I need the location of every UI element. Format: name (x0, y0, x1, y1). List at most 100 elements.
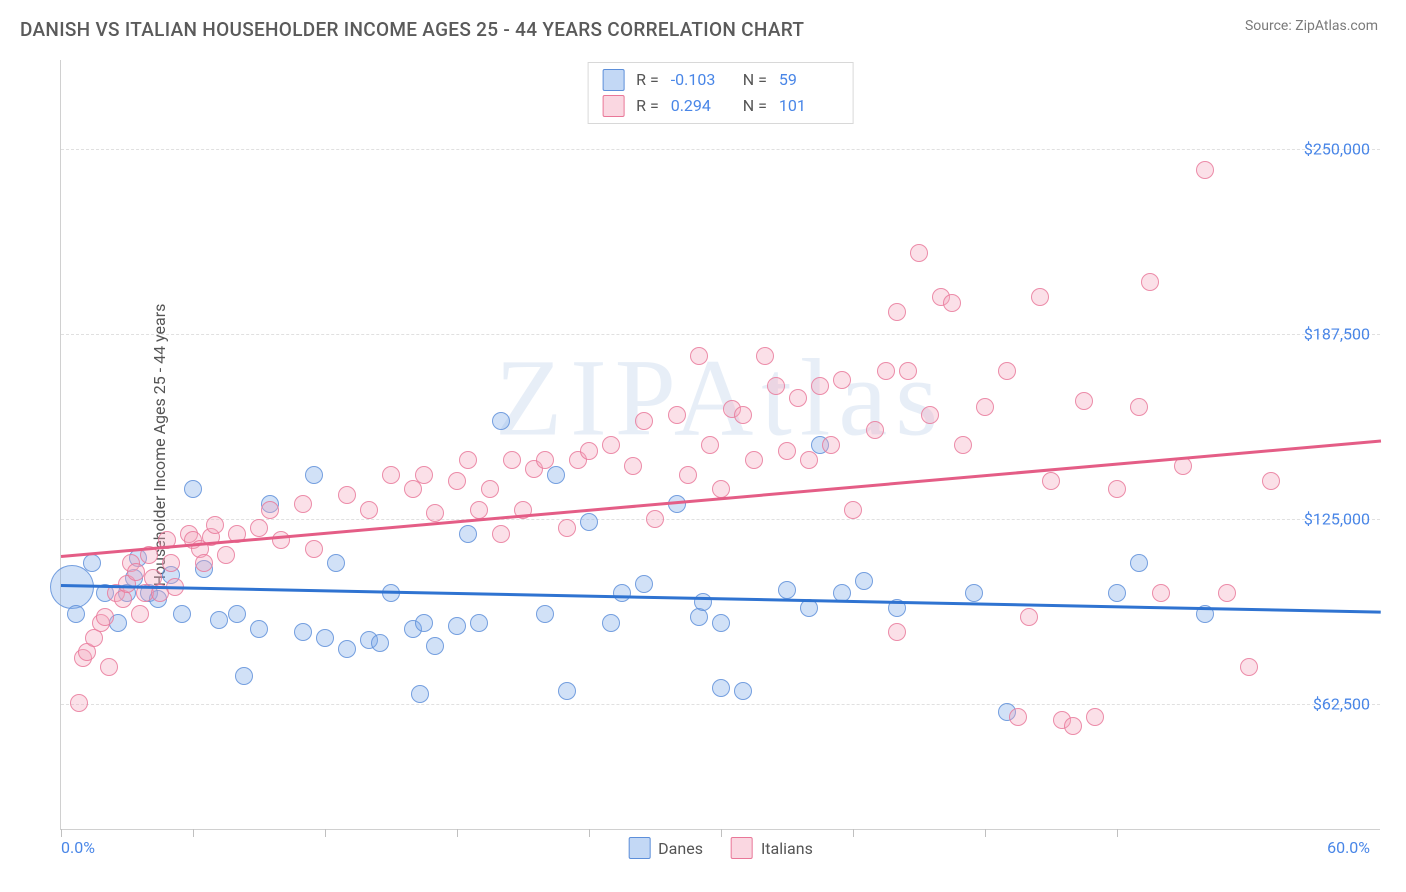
data-point (899, 362, 917, 380)
x-tick (61, 829, 62, 837)
data-point (173, 605, 191, 623)
gridline (61, 334, 1380, 335)
data-point (635, 412, 653, 430)
data-point (411, 685, 429, 703)
data-point (888, 623, 906, 641)
data-point (294, 623, 312, 641)
data-point (690, 347, 708, 365)
data-point (668, 406, 686, 424)
data-point (481, 480, 499, 498)
data-point (745, 451, 763, 469)
data-point (459, 525, 477, 543)
data-point (1042, 472, 1060, 490)
data-point (100, 658, 118, 676)
data-point (131, 605, 149, 623)
data-point (1108, 480, 1126, 498)
data-point (910, 244, 928, 262)
source-label: Source: ZipAtlas.com (1245, 18, 1378, 34)
legend-item-danes: Danes (628, 837, 703, 859)
gridline (61, 149, 1380, 150)
data-point (316, 629, 334, 647)
data-point (70, 694, 88, 712)
data-point (448, 617, 466, 635)
data-point (822, 436, 840, 454)
data-point (1108, 584, 1126, 602)
data-point (833, 371, 851, 389)
legend-label-danes: Danes (658, 839, 703, 858)
data-point (734, 406, 752, 424)
data-point (492, 412, 510, 430)
data-point (382, 466, 400, 484)
data-point (338, 486, 356, 504)
y-tick-label: $62,500 (1313, 695, 1370, 714)
data-point (1031, 288, 1049, 306)
data-point (767, 377, 785, 395)
gridline (61, 704, 1380, 705)
plot-area: ZIPAtlas R = -0.103 N = 59 R = 0.294 N =… (60, 60, 1380, 830)
data-point (184, 480, 202, 498)
x-tick (985, 829, 986, 837)
data-point (415, 466, 433, 484)
data-point (338, 640, 356, 658)
data-point (448, 472, 466, 490)
r-label: R = (636, 67, 659, 93)
data-point (228, 605, 246, 623)
data-point (668, 495, 686, 513)
data-point (1130, 554, 1148, 572)
data-point (1075, 392, 1093, 410)
chart-title: DANISH VS ITALIAN HOUSEHOLDER INCOME AGE… (20, 18, 804, 41)
data-point (1240, 658, 1258, 676)
data-point (272, 531, 290, 549)
data-point (855, 572, 873, 590)
italians-n-value: 101 (779, 93, 839, 119)
data-point (965, 584, 983, 602)
data-point (210, 611, 228, 629)
data-point (261, 501, 279, 519)
data-point (602, 614, 620, 632)
data-point (976, 398, 994, 416)
data-point (734, 682, 752, 700)
data-point (580, 442, 598, 460)
data-point (712, 679, 730, 697)
swatch-danes-icon (628, 837, 650, 859)
chart-container: Householder Income Ages 25 - 44 years ZI… (60, 60, 1380, 830)
y-tick-label: $187,500 (1304, 324, 1370, 343)
data-point (694, 593, 712, 611)
data-point (426, 504, 444, 522)
data-point (877, 362, 895, 380)
data-point (96, 608, 114, 626)
data-point (921, 406, 939, 424)
data-point (404, 480, 422, 498)
x-tick (193, 829, 194, 837)
legend-label-italians: Italians (761, 839, 813, 858)
data-point (1262, 472, 1280, 490)
x-tick (853, 829, 854, 837)
data-point (459, 451, 477, 469)
swatch-italians-icon (731, 837, 753, 859)
trend-line (61, 439, 1381, 557)
legend-stats-row-italians: R = 0.294 N = 101 (602, 93, 839, 119)
data-point (558, 682, 576, 700)
trend-line (61, 584, 1381, 613)
data-point (67, 605, 85, 623)
data-point (811, 377, 829, 395)
legend-stats-row-danes: R = -0.103 N = 59 (602, 67, 839, 93)
data-point (866, 421, 884, 439)
x-tick (721, 829, 722, 837)
data-point (954, 436, 972, 454)
data-point (635, 575, 653, 593)
y-tick-label: $125,000 (1304, 510, 1370, 529)
data-point (360, 501, 378, 519)
danes-n-value: 59 (779, 67, 839, 93)
data-point (1218, 584, 1236, 602)
data-point (305, 466, 323, 484)
data-point (492, 525, 510, 543)
data-point (371, 634, 389, 652)
data-point (1130, 398, 1148, 416)
data-point (602, 436, 620, 454)
italians-r-value: 0.294 (671, 93, 731, 119)
watermark: ZIPAtlas (495, 335, 946, 462)
data-point (646, 510, 664, 528)
data-point (503, 451, 521, 469)
data-point (470, 614, 488, 632)
